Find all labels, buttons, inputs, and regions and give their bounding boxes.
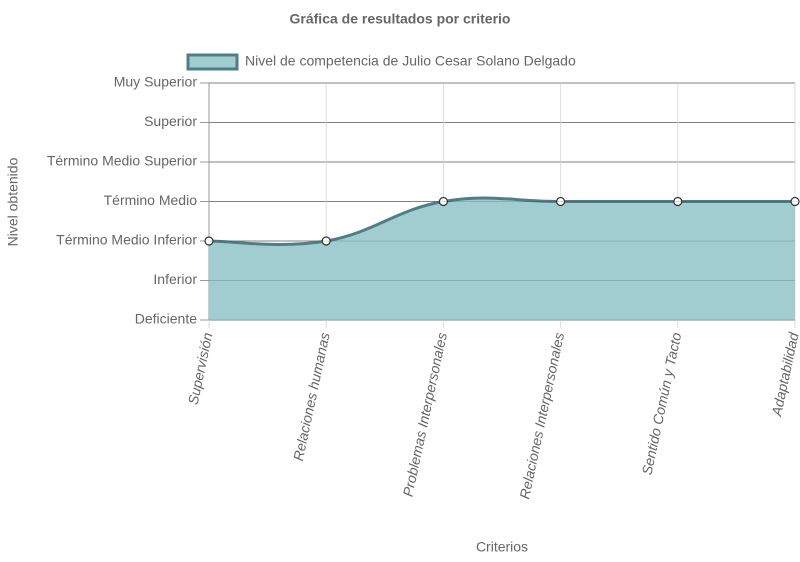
- point: [790, 196, 800, 207]
- y-tick-label: Deficiente: [135, 311, 197, 327]
- y-tick-label: Muy Superior: [114, 74, 198, 90]
- y-tick-label: Término Medio: [104, 192, 198, 208]
- line: [208, 196, 795, 246]
- y-tick-label: Inferior: [153, 271, 197, 287]
- point: [321, 236, 331, 246]
- point: [438, 196, 448, 207]
- area: [209, 197, 795, 320]
- x-tick-label: Problemas Interpersonales: [400, 331, 450, 498]
- point: [204, 236, 214, 246]
- y-tick-label: Término Medio Inferior: [56, 232, 197, 248]
- x-tick-label: Relaciones Interpersonales: [516, 331, 567, 500]
- point: [555, 196, 566, 207]
- point: [673, 196, 683, 207]
- legend-label: Nivel de competencia de Julio Cesar Sola…: [245, 53, 576, 69]
- x-tick-label: Adaptabilidad: [768, 330, 800, 418]
- x-tick-label: Supervisión: [185, 331, 216, 406]
- x-tick-label: Relaciones humanas: [290, 331, 333, 462]
- y-tick-label: Superior: [144, 113, 197, 129]
- y-tick-label: Término Medio Superior: [47, 153, 198, 169]
- legend-swatch: [186, 53, 239, 71]
- chart-title: Gráfica de resultados por criterio: [290, 11, 511, 27]
- x-axis-title: Criterios: [476, 539, 528, 555]
- y-axis-title: Nivel obtenido: [5, 157, 21, 246]
- x-tick-label: Sentido Común y Tacto: [639, 331, 685, 476]
